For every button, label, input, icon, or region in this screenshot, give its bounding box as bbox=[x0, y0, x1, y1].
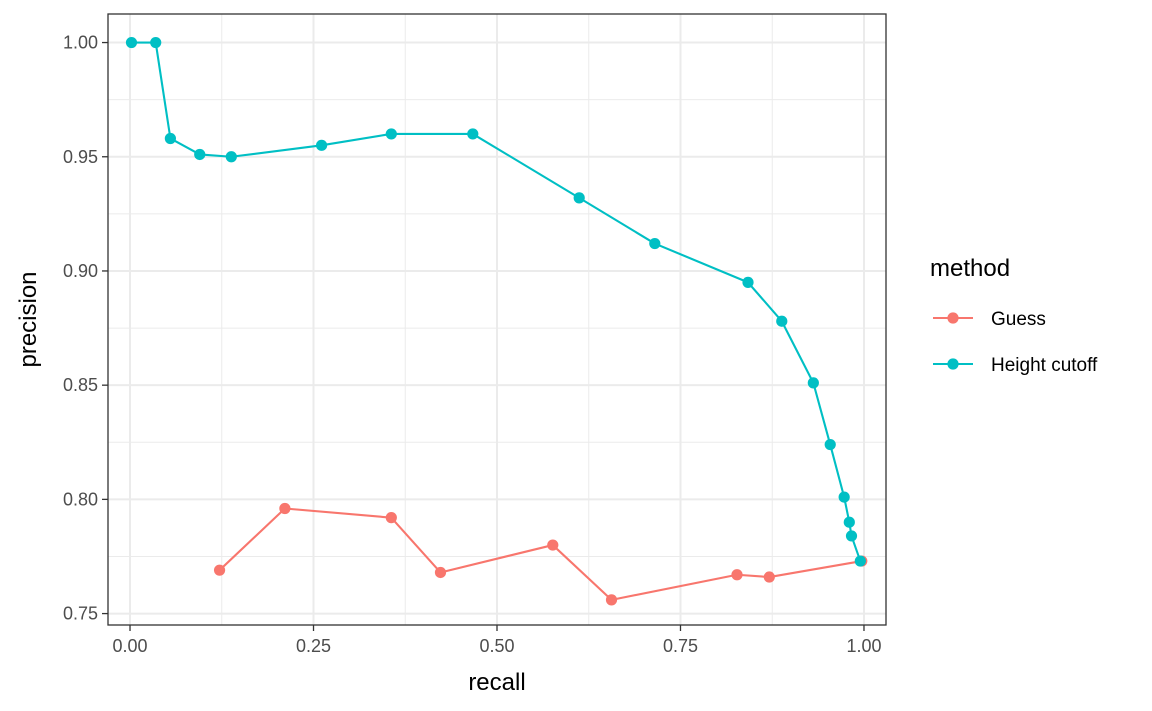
x-axis: 0.00 0.25 0.50 0.75 1.00 bbox=[112, 625, 882, 656]
data-point-height-cutoff bbox=[845, 530, 858, 542]
data-point-height-cutoff bbox=[776, 315, 788, 327]
data-point-height-cutoff bbox=[225, 151, 237, 163]
y-axis-title: precision bbox=[15, 271, 42, 367]
legend-item-height-cutoff: Height cutoff bbox=[933, 355, 1098, 376]
y-tick-label: 1.00 bbox=[63, 33, 98, 53]
legend-title: method bbox=[930, 255, 1010, 282]
data-point-height-cutoff bbox=[315, 139, 328, 151]
data-point-height-cutoff bbox=[843, 516, 855, 528]
data-point-guess bbox=[279, 502, 291, 515]
legend-item-guess: Guess bbox=[933, 309, 1046, 330]
data-point-height-cutoff bbox=[467, 128, 479, 140]
data-point-height-cutoff bbox=[573, 192, 585, 204]
data-point-guess bbox=[434, 566, 447, 579]
data-point-height-cutoff bbox=[742, 276, 754, 288]
y-axis: 0.75 0.80 0.85 0.90 0.95 1.00 bbox=[63, 33, 108, 624]
data-point-height-cutoff bbox=[125, 36, 138, 49]
data-point-guess bbox=[763, 571, 775, 583]
data-point-guess bbox=[731, 569, 743, 581]
data-point-height-cutoff bbox=[649, 237, 661, 250]
series-layer bbox=[125, 36, 868, 606]
x-tick-label: 0.00 bbox=[112, 636, 147, 656]
y-tick-label: 0.80 bbox=[63, 489, 98, 509]
data-point-guess bbox=[547, 539, 559, 551]
x-tick-label: 0.75 bbox=[663, 636, 698, 656]
x-tick-label: 0.50 bbox=[479, 636, 514, 656]
y-tick-label: 0.95 bbox=[63, 147, 98, 167]
y-tick-label: 0.75 bbox=[63, 604, 98, 624]
major-gridlines bbox=[108, 14, 886, 625]
data-point-height-cutoff bbox=[807, 377, 819, 389]
x-tick-label: 0.25 bbox=[296, 636, 331, 656]
data-point-height-cutoff bbox=[838, 491, 850, 503]
x-axis-title: recall bbox=[468, 669, 525, 696]
data-point-guess bbox=[605, 594, 618, 606]
data-point-height-cutoff bbox=[150, 36, 162, 49]
legend-items: Guess Height cutoff bbox=[933, 309, 1098, 376]
legend-label: Height cutoff bbox=[991, 355, 1098, 376]
data-point-height-cutoff bbox=[164, 132, 176, 145]
x-tick-label: 1.00 bbox=[846, 636, 881, 656]
y-tick-label: 0.85 bbox=[63, 375, 98, 395]
data-point-height-cutoff bbox=[194, 148, 206, 161]
legend-label: Guess bbox=[991, 309, 1046, 330]
series-height-cutoff bbox=[125, 36, 866, 567]
data-point-guess bbox=[385, 512, 397, 524]
data-point-guess bbox=[213, 564, 226, 576]
y-tick-label: 0.90 bbox=[63, 261, 98, 281]
data-point-height-cutoff bbox=[385, 128, 397, 140]
legend-key-point bbox=[947, 358, 959, 370]
legend: method Guess Height cutoff bbox=[930, 255, 1098, 376]
data-point-height-cutoff bbox=[824, 438, 836, 451]
legend-key-point bbox=[947, 312, 959, 324]
data-point-height-cutoff bbox=[854, 555, 866, 567]
